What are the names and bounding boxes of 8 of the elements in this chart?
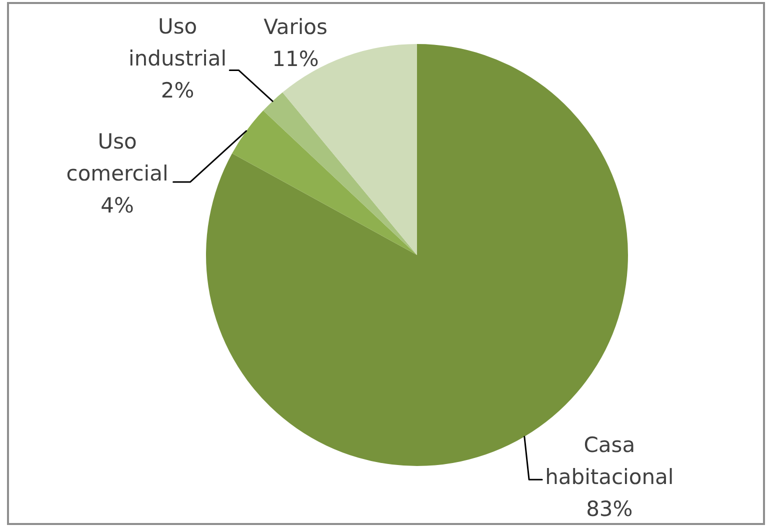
slice-label: Uso industrial xyxy=(128,14,227,71)
slice-label: Varios xyxy=(264,14,328,39)
slice-label: Uso comercial xyxy=(66,129,168,186)
slice-label: Casa habitacional xyxy=(545,433,674,490)
data-label: 4% xyxy=(100,193,134,218)
data-label: 2% xyxy=(160,78,194,103)
data-label: 83% xyxy=(586,497,633,522)
data-label: 11% xyxy=(272,46,319,71)
